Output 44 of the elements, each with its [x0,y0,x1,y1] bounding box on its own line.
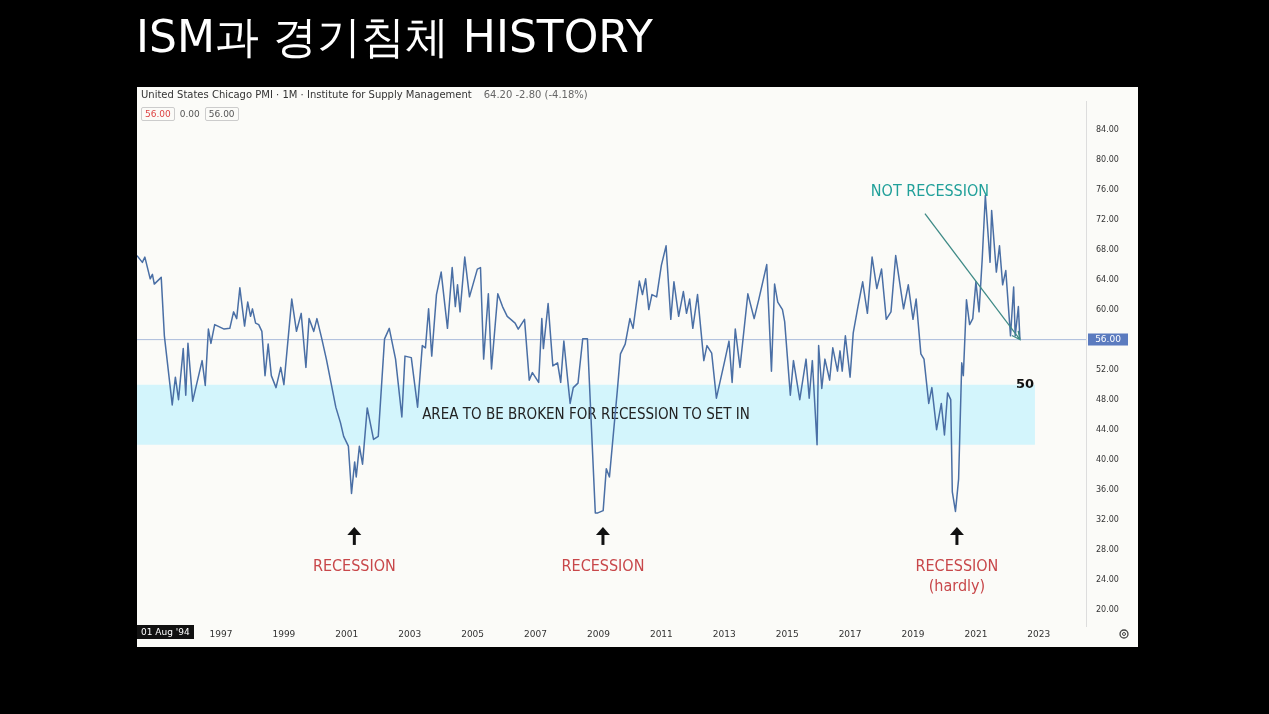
y-tick-label: 76.00 [1096,184,1119,194]
x-tick-label: 2007 [524,628,547,639]
y-tick-label: 72.00 [1096,214,1119,224]
x-tick-label: 2023 [1027,628,1051,639]
chart-subtitle: United States Chicago PMI · 1M · Institute for Supply Management [141,89,472,100]
annotation: NOT RECESSION [870,180,990,200]
x-tick-label: 1997 [209,628,233,639]
y-tick-label: 36.00 [1096,484,1119,494]
annotation: 01 Aug '94 [137,625,194,639]
text: 64.20 -2.80 (-4.18%) [483,89,588,100]
annotation: RECESSION [312,556,396,576]
annotation: 50 [1015,376,1034,392]
annotation: 0.00 [179,109,200,119]
annotation: RECESSION (hardly) [915,556,999,596]
y-tick-label: 24.00 [1096,574,1119,584]
x-tick-label: 2011 [649,628,673,639]
y-tick-label: 44.00 [1096,424,1119,434]
x-tick-label: 2017 [838,628,862,639]
x-tick-label: 2009 [586,628,611,639]
y-tick-label: 64.00 [1096,274,1119,284]
x-tick-label: 2003 [398,628,422,639]
x-tick-label: 2019 [901,628,925,639]
x-tick-label: 1999 [272,628,296,639]
y-tick-label: 28.00 [1096,544,1119,554]
y-tick-label: 68.00 [1096,244,1119,254]
y-tick-label: 60.00 [1096,304,1119,314]
annotation: 56.00 [204,107,239,121]
x-tick-label: 2021 [964,628,988,639]
annotation: RECESSION [561,556,645,576]
ref-line-label: 56.00 [1095,333,1122,344]
y-tick-label: 20.00 [1096,604,1119,614]
annotation: 56.00 [141,107,175,121]
y-tick-label: 32.00 [1096,514,1119,524]
x-tick-label: 2001 [335,628,359,639]
x-tick-label: 2005 [461,628,485,639]
y-tick-label: 84.00 [1096,124,1119,134]
band-label: AREA TO BE BROKEN FOR RECESSION TO SET IN [422,404,750,423]
y-tick-label: 52.00 [1096,364,1119,374]
y-tick-label: 80.00 [1096,154,1119,164]
chart-title: ISM과 경기침체 HISTORY [136,10,653,64]
y-tick-label: 48.00 [1096,394,1119,404]
x-tick-label: 2013 [712,628,736,639]
y-tick-label: 40.00 [1096,454,1119,464]
x-tick-label: 2015 [775,628,799,639]
